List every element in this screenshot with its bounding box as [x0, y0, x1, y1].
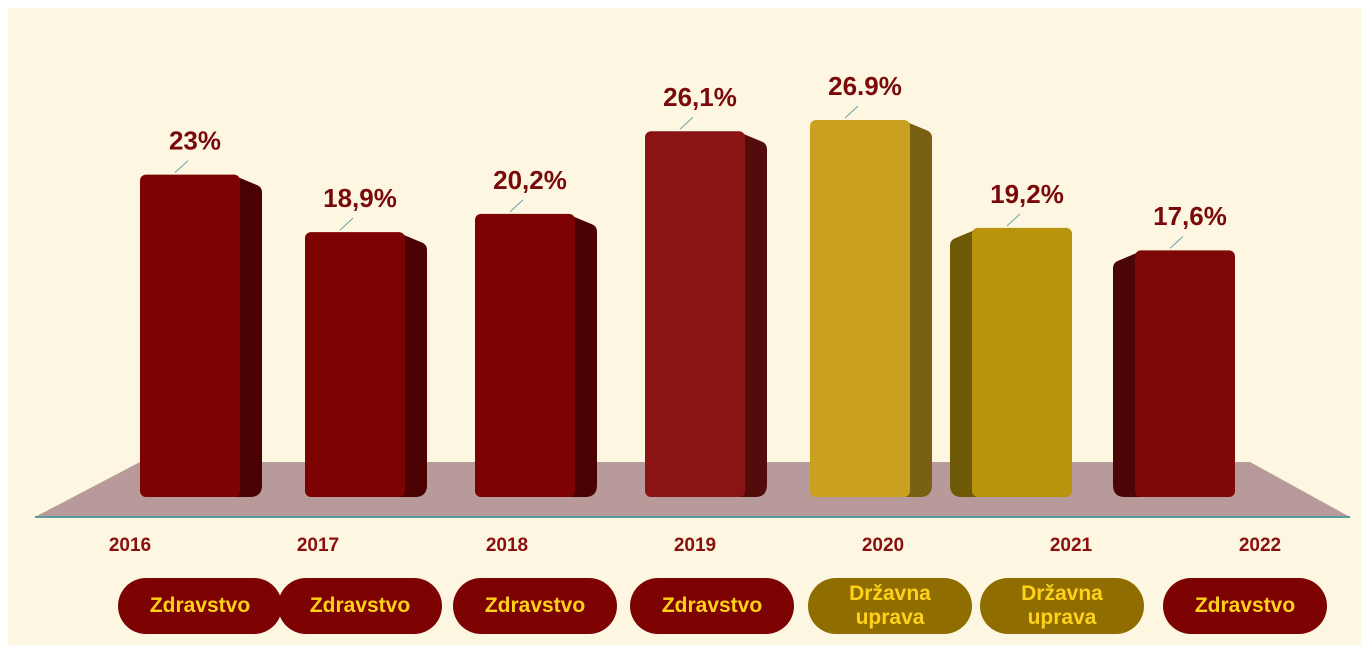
- bar: [140, 174, 240, 497]
- bar: [475, 213, 575, 497]
- sector-pill: Državna uprava: [980, 578, 1144, 634]
- label-leader: [339, 217, 354, 231]
- label-leader: [1169, 235, 1184, 249]
- value-label: 17,6%: [1153, 201, 1227, 231]
- x-tick-label: 2017: [297, 535, 339, 556]
- value-label: 18,9%: [323, 183, 397, 213]
- label-leader: [174, 160, 189, 174]
- x-tick-label: 2018: [486, 535, 528, 556]
- bar: [305, 232, 405, 497]
- x-tick-label: 2022: [1239, 535, 1281, 556]
- sector-pill: Zdravstvo: [1163, 578, 1327, 634]
- x-tick-label: 2016: [109, 535, 151, 556]
- sector-pill: Zdravstvo: [453, 578, 617, 634]
- label-leader: [679, 116, 694, 130]
- x-tick-label: 2020: [862, 535, 904, 556]
- bar: [810, 120, 910, 497]
- value-label: 26.9%: [828, 71, 902, 101]
- value-label: 26,1%: [663, 82, 737, 112]
- label-leader: [1006, 213, 1021, 227]
- bar: [1135, 250, 1235, 497]
- label-leader: [509, 199, 524, 213]
- value-label: 23%: [169, 126, 221, 156]
- label-leader: [844, 105, 859, 119]
- bar: [645, 131, 745, 497]
- value-label: 19,2%: [990, 179, 1064, 209]
- sector-pill: Zdravstvo: [118, 578, 282, 634]
- sector-pill: Zdravstvo: [630, 578, 794, 634]
- x-tick-label: 2021: [1050, 535, 1093, 556]
- bar: [972, 227, 1072, 498]
- x-tick-label: 2019: [674, 535, 716, 556]
- sector-pill: Državna uprava: [808, 578, 972, 634]
- sector-pill: Zdravstvo: [278, 578, 442, 634]
- value-label: 20,2%: [493, 165, 567, 195]
